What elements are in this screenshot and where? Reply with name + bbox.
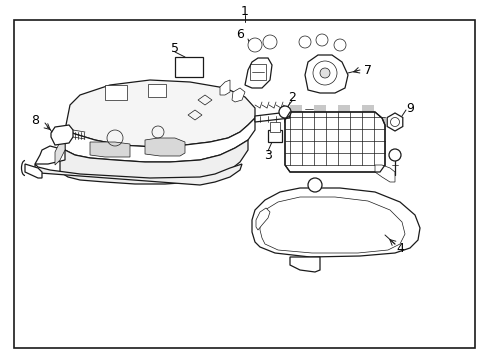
Polygon shape bbox=[285, 112, 384, 172]
Bar bbox=[349, 117, 361, 129]
Bar bbox=[349, 141, 361, 153]
Polygon shape bbox=[254, 112, 289, 122]
Polygon shape bbox=[65, 80, 254, 147]
Text: 6: 6 bbox=[236, 27, 244, 41]
Bar bbox=[148, 84, 165, 97]
Polygon shape bbox=[386, 113, 402, 131]
Polygon shape bbox=[256, 208, 269, 230]
Polygon shape bbox=[289, 257, 319, 272]
Circle shape bbox=[307, 178, 321, 192]
Polygon shape bbox=[65, 118, 254, 162]
Bar bbox=[269, 122, 280, 132]
Bar bbox=[313, 153, 325, 165]
Bar bbox=[373, 141, 385, 153]
Circle shape bbox=[247, 38, 262, 52]
Polygon shape bbox=[25, 164, 42, 178]
Bar bbox=[302, 141, 313, 153]
Bar bbox=[302, 117, 313, 129]
Text: 2: 2 bbox=[287, 90, 295, 104]
Bar bbox=[289, 153, 302, 165]
Bar bbox=[337, 105, 349, 117]
Polygon shape bbox=[145, 138, 184, 156]
Polygon shape bbox=[55, 130, 65, 165]
Text: 5: 5 bbox=[171, 41, 179, 54]
Bar bbox=[175, 57, 203, 77]
Polygon shape bbox=[35, 164, 242, 185]
Bar bbox=[325, 117, 337, 129]
Polygon shape bbox=[305, 55, 347, 93]
Bar bbox=[337, 129, 349, 141]
Bar bbox=[249, 64, 265, 80]
Polygon shape bbox=[90, 142, 130, 157]
Polygon shape bbox=[374, 165, 394, 182]
Bar bbox=[361, 153, 373, 165]
Circle shape bbox=[333, 39, 346, 51]
Polygon shape bbox=[60, 140, 247, 184]
Bar bbox=[105, 85, 127, 100]
Circle shape bbox=[388, 149, 400, 161]
Bar bbox=[325, 141, 337, 153]
Polygon shape bbox=[244, 58, 271, 88]
Polygon shape bbox=[251, 188, 419, 257]
Polygon shape bbox=[220, 80, 229, 95]
Bar bbox=[289, 105, 302, 117]
Circle shape bbox=[298, 36, 310, 48]
Bar bbox=[361, 129, 373, 141]
Text: 8: 8 bbox=[31, 113, 39, 126]
Text: 4: 4 bbox=[395, 242, 403, 255]
Circle shape bbox=[263, 35, 276, 49]
Bar bbox=[267, 130, 282, 142]
Bar bbox=[289, 129, 302, 141]
Bar bbox=[313, 105, 325, 117]
Circle shape bbox=[315, 34, 327, 46]
Bar bbox=[337, 153, 349, 165]
Bar bbox=[361, 105, 373, 117]
Circle shape bbox=[279, 106, 290, 118]
Bar bbox=[313, 129, 325, 141]
Text: 1: 1 bbox=[241, 5, 248, 18]
Text: 9: 9 bbox=[405, 102, 413, 114]
Text: 7: 7 bbox=[363, 63, 371, 77]
Circle shape bbox=[319, 68, 329, 78]
Polygon shape bbox=[51, 125, 73, 145]
Polygon shape bbox=[35, 146, 65, 164]
Polygon shape bbox=[231, 88, 244, 102]
Bar bbox=[373, 117, 385, 129]
Text: 3: 3 bbox=[264, 149, 271, 162]
